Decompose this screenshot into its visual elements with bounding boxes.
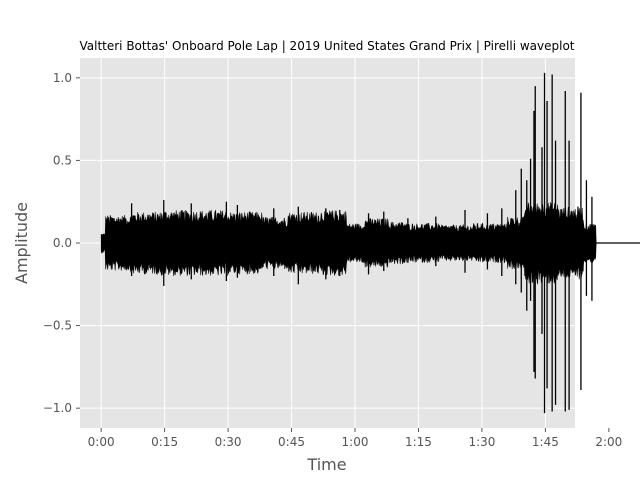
y-axis-ticks: 1.0 0.5 0.0 −0.5 −1.0 xyxy=(43,71,80,415)
chart-title: Valtteri Bottas' Onboard Pole Lap | 2019… xyxy=(79,39,574,53)
y-tick-label: 0.5 xyxy=(53,153,72,167)
y-tick-label: −0.5 xyxy=(43,319,72,333)
x-tick-label: 2:00 xyxy=(595,435,622,449)
y-axis-label: Amplitude xyxy=(12,202,31,284)
x-tick-label: 0:30 xyxy=(215,435,242,449)
y-tick-label: 0.0 xyxy=(53,236,72,250)
x-tick-label: 1:15 xyxy=(405,435,432,449)
x-axis-ticks: 0:00 0:15 0:30 0:45 1:00 1:15 1:30 1:45 2:00 xyxy=(88,428,622,449)
y-tick-label: 1.0 xyxy=(53,71,72,85)
x-tick-label: 0:15 xyxy=(151,435,178,449)
waveform-envelope xyxy=(100,202,597,285)
x-axis-label: Time xyxy=(306,455,346,474)
x-tick-label: 1:45 xyxy=(532,435,559,449)
x-tick-label: 1:00 xyxy=(342,435,369,449)
waveform xyxy=(100,72,640,414)
x-tick-label: 0:45 xyxy=(278,435,305,449)
x-tick-label: 1:30 xyxy=(468,435,495,449)
x-tick-label: 0:00 xyxy=(88,435,115,449)
y-tick-label: −1.0 xyxy=(43,401,72,415)
